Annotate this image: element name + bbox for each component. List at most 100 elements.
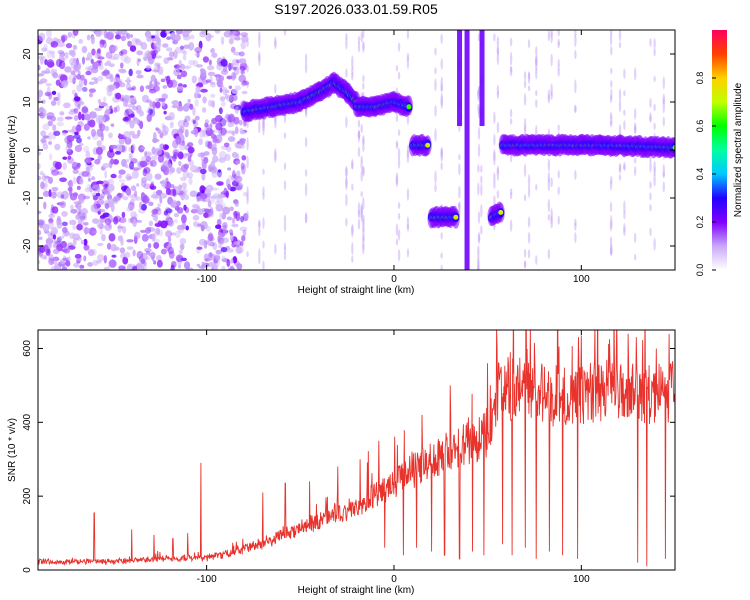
faint-speck: [406, 248, 410, 258]
noise-speck: [123, 196, 129, 201]
noise-speck: [109, 73, 114, 83]
noise-speck: [178, 160, 182, 167]
faint-speck: [283, 30, 287, 36]
noise-speck: [38, 89, 44, 98]
noise-speck: [150, 74, 156, 82]
faint-speck: [493, 111, 496, 124]
noise-speck: [180, 194, 185, 201]
noise-speck: [76, 185, 81, 190]
faint-speck: [493, 195, 496, 206]
noise-speck: [110, 243, 117, 252]
noise-speck: [118, 82, 126, 88]
faint-speck: [345, 193, 348, 207]
noise-speck: [110, 158, 114, 165]
faint-speck: [649, 160, 652, 173]
colorbar-tick-label: 0.0: [695, 264, 705, 277]
faint-speck: [509, 188, 513, 196]
noise-speck: [145, 172, 153, 182]
noise-speck: [161, 122, 166, 132]
noise-speck: [50, 266, 58, 270]
faint-speck: [653, 173, 656, 187]
faint-speck: [406, 30, 410, 40]
faint-speck: [609, 220, 613, 232]
noise-speck: [126, 239, 134, 243]
noise-speck: [165, 166, 174, 176]
noise-speck: [40, 130, 47, 137]
noise-speck: [123, 130, 132, 140]
faint-speck: [458, 201, 461, 208]
noise-speck: [240, 41, 247, 50]
noise-speck: [172, 38, 176, 44]
noise-speck: [72, 44, 78, 51]
noise-speck: [91, 184, 100, 190]
faint-speck: [360, 155, 363, 164]
noise-speck: [124, 109, 130, 118]
faint-speck: [509, 66, 513, 73]
noise-speck: [109, 144, 118, 150]
faint-speck: [527, 85, 531, 92]
noise-speck: [45, 36, 53, 45]
faint-speck: [258, 219, 261, 228]
noise-speck: [118, 217, 127, 224]
noise-speck: [183, 194, 189, 201]
noise-speck: [131, 96, 137, 103]
noise-speck: [221, 127, 226, 137]
noise-speck: [125, 108, 133, 115]
faint-speck: [550, 53, 553, 67]
noise-speck: [135, 219, 143, 223]
noise-speck: [197, 86, 202, 92]
noise-speck: [101, 180, 110, 188]
noise-speck: [147, 243, 152, 249]
faint-speck: [477, 231, 481, 242]
noise-speck: [226, 146, 232, 152]
faint-speck: [493, 172, 496, 183]
noise-speck: [99, 214, 106, 219]
noise-speck: [75, 237, 82, 241]
faint-speck: [283, 215, 287, 223]
noise-speck: [126, 246, 134, 250]
faint-speck: [550, 177, 553, 188]
noise-speck: [97, 242, 104, 247]
snr-xlabel: Height of straight line (km): [298, 585, 415, 596]
noise-speck: [146, 65, 151, 71]
faint-speck: [480, 183, 483, 197]
faint-speck: [397, 129, 401, 136]
noise-speck: [101, 188, 110, 194]
faint-speck: [477, 182, 480, 196]
noise-speck: [214, 30, 221, 34]
faint-speck: [633, 165, 637, 177]
noise-speck: [128, 153, 133, 161]
noise-speck: [189, 165, 198, 173]
noise-speck: [194, 128, 199, 138]
noise-speck: [199, 168, 207, 175]
noise-speck: [187, 154, 192, 163]
noise-speck: [236, 263, 243, 270]
noise-speck: [119, 247, 126, 254]
noise-speck: [95, 114, 103, 124]
noise-speck: [189, 103, 194, 110]
noise-speck: [153, 241, 160, 249]
noise-speck: [118, 137, 125, 145]
noise-speck: [61, 211, 68, 217]
noise-speck: [188, 176, 193, 186]
faint-speck: [649, 38, 652, 47]
noise-speck: [175, 254, 184, 262]
noise-speck: [114, 34, 122, 40]
noise-speck: [95, 192, 101, 197]
noise-speck: [42, 143, 49, 150]
noise-speck: [85, 70, 92, 76]
noise-speck: [148, 220, 154, 227]
faint-speck: [527, 231, 531, 244]
noise-speck: [78, 197, 85, 204]
noise-speck: [68, 49, 75, 56]
noise-speck: [66, 134, 75, 143]
noise-speck: [200, 224, 205, 232]
faint-speck: [649, 227, 652, 237]
noise-speck: [176, 85, 184, 91]
noise-speck: [72, 176, 77, 185]
noise-speck: [176, 207, 184, 214]
noise-speck: [135, 69, 142, 75]
snr-ytick-label: 600: [22, 340, 33, 357]
spectrogram-ytick-label: 20: [22, 48, 33, 60]
noise-speck: [106, 89, 113, 97]
